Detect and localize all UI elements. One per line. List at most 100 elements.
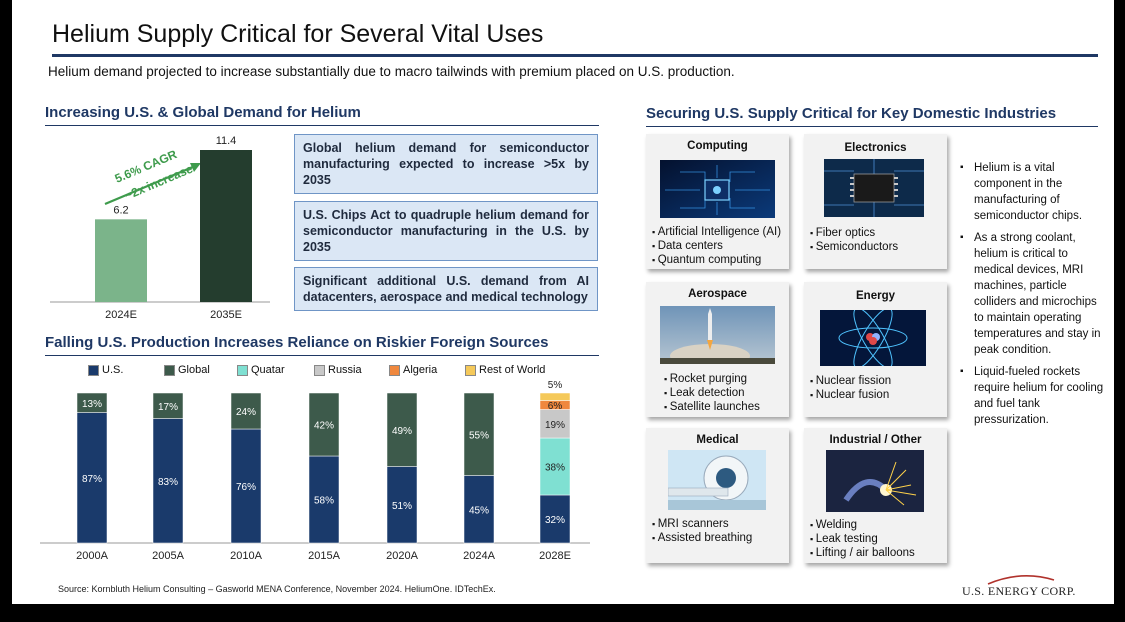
computing-chip-icon [660,160,775,218]
supply-bullet: As a strong coolant, helium is critical … [960,230,1104,358]
legend-quatar-swatch [237,364,248,376]
legend-rest-of-world: Rest of World [465,364,545,376]
production-segment-russia [539,409,571,439]
card-item: Satellite launches [664,400,760,414]
production-segment-global [152,392,184,419]
demand-category-label: 2024E [105,309,137,321]
page-title: Helium Supply Critical for Several Vital… [52,20,544,48]
computing-image [660,160,775,218]
mri-scanner-icon [668,450,766,510]
production-segment-label: 76% [236,482,256,493]
production-category-label: 2015A [308,550,340,562]
production-segment-label: 49% [392,426,412,437]
production-segment-u-s- [308,455,340,544]
company-logo: U.S. ENERGY CORP. [962,584,1076,598]
production-segment-label: 24% [236,407,256,418]
growth-arrow-line [104,164,196,206]
production-segment-label: 45% [469,505,489,516]
production-category-label: 2005A [152,550,184,562]
card-item: Semiconductors [810,240,898,254]
demand-callout-2: U.S. Chips Act to quadruple helium deman… [294,201,598,261]
electronics-image [824,159,924,217]
supply-bullet: Liquid-fueled rockets require helium for… [960,364,1104,428]
card-energy: Energy Nuclear fission Nuclear fusion [804,282,947,417]
slide: Helium Supply Critical for Several Vital… [12,0,1114,604]
production-category-label: 2028E [539,550,571,562]
legend-global-swatch [164,364,175,376]
supply-bullets: Helium is a vital component in the manuf… [960,160,1104,434]
production-segment-label: 55% [469,430,489,441]
card-medical-items: MRI scanners Assisted breathing [652,517,753,545]
production-segment-label: 5% [548,380,563,391]
production-segment-label: 83% [158,477,178,488]
card-item: Nuclear fusion [810,388,891,402]
rocket-launch-icon [660,306,775,364]
legend-algeria-swatch [389,364,400,376]
production-segment-u-s- [230,428,262,544]
card-item: Artificial Intelligence (AI) [652,225,781,239]
logo-swoosh-icon [987,575,1055,585]
legend-us: U.S. [88,364,164,376]
production-segment-label: 19% [545,420,565,431]
legend-quatar: Quatar [237,364,314,376]
card-energy-title: Energy [856,290,895,302]
production-segment-label: 58% [314,496,334,507]
demand-heading-rule [45,125,599,126]
page-subtitle: Helium demand projected to increase subs… [48,64,735,79]
source-note: Source: Kornbluth Helium Consulting – Ga… [58,584,496,594]
legend-rest-of-world-swatch [465,364,476,376]
supply-heading-rule [646,126,1098,127]
card-electronics-title: Electronics [844,142,907,154]
legend-global: Global [164,364,237,376]
production-segment-quatar [539,437,571,496]
demand-bar-2035E [200,150,252,302]
supply-heading: Securing U.S. Supply Critical for Key Do… [646,105,1057,122]
production-category-label: 2000A [76,550,108,562]
supply-bullet: Helium is a vital component in the manuf… [960,160,1104,224]
production-segment-label: 13% [82,399,102,410]
card-item: Assisted breathing [652,531,753,545]
production-chart: 87% 13% 2000A 83% 17% 2005A 76% 24% 2010A 58% 42% 2… [40,380,590,562]
frame-right-edge [1114,0,1125,604]
card-item: Nuclear fission [810,374,891,388]
demand-callout-1: Global helium demand for semiconductor m… [294,134,598,194]
aerospace-image [660,306,775,364]
production-segment-label: 17% [158,402,178,413]
production-segment-rest-of-world [539,392,571,401]
production-category-label: 2020A [386,550,418,562]
production-segment-label: 38% [545,463,565,474]
card-aerospace-items: Rocket purging Leak detection Satellite … [664,372,760,414]
card-computing: Computing Artificial Intelligence (AI) D… [646,134,789,269]
production-segment-u-s- [463,475,495,544]
production-segment-global [463,392,495,476]
card-industrial-items: Welding Leak testing Lifting / air ballo… [810,518,915,560]
card-aerospace: Aerospace Rocket purging Leak detection … [646,282,789,417]
card-item: Rocket purging [664,372,760,386]
welding-icon [826,450,924,512]
card-medical-title: Medical [696,434,739,446]
card-aerospace-title: Aerospace [688,288,747,300]
demand-callout-3: Significant additional U.S. demand from … [294,267,598,311]
card-item: MRI scanners [652,517,752,531]
card-energy-items: Nuclear fission Nuclear fusion [810,374,891,402]
card-electronics-items: Fiber optics Semiconductors [810,226,898,254]
production-category-label: 2024A [463,550,495,562]
legend-algeria: Algeria [389,364,465,376]
demand-bar-2024E [95,219,147,302]
production-segment-label: 87% [82,474,102,485]
card-item: Leak detection [664,386,760,400]
legend-us-swatch [88,364,99,376]
card-item: Leak testing [810,532,915,546]
card-item: Quantum computing [652,253,781,267]
production-segment-label: 51% [392,501,412,512]
legend-russia: Russia [314,364,389,376]
production-segment-label: 32% [545,515,565,526]
energy-image [820,310,926,366]
frame-left-edge [0,0,12,604]
card-computing-items: Artificial Intelligence (AI) Data center… [652,225,781,267]
production-segment-u-s- [386,466,418,544]
production-legend: U.S. Global Quatar Russia Algeria Rest o… [88,364,545,376]
industrial-image [826,450,924,512]
production-segment-label: 6% [548,401,563,412]
